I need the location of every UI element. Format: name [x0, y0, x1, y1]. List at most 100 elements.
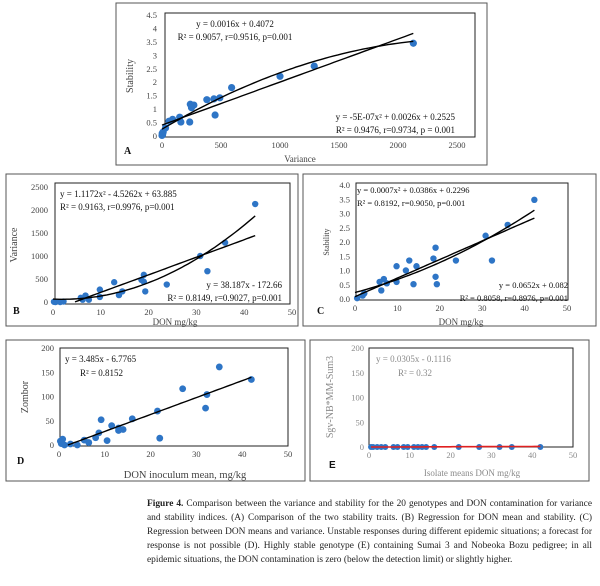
- panel-letter: A: [124, 146, 132, 157]
- data-point: [251, 200, 259, 208]
- trendline-stats: R² = 0.32: [398, 368, 432, 378]
- x-tick-label: 30: [478, 303, 487, 313]
- y-tick-label: 1.5: [146, 91, 157, 101]
- trendline-equation: y = 0.0016x + 0.4072: [196, 19, 274, 29]
- x-tick-label: 20: [146, 449, 155, 459]
- trendline-equation: y = -5E-07x² + 0.0026x + 0.2525: [336, 112, 456, 122]
- plot-area: [355, 182, 569, 301]
- y-tick-label: 200: [351, 343, 364, 353]
- y-tick-label: 150: [351, 368, 364, 378]
- data-point: [57, 440, 65, 447]
- x-tick-label: 40: [240, 307, 249, 317]
- y-tick-label: 0.5: [146, 118, 157, 128]
- data-point: [186, 118, 194, 126]
- plot-area: [54, 182, 291, 305]
- x-tick-label: 1000: [272, 140, 289, 150]
- x-tick-label: 30: [192, 449, 201, 459]
- caption-text: Comparison between the variance and stab…: [147, 499, 593, 565]
- y-tick-label: 1.5: [339, 251, 350, 261]
- trendline-equation: y = 3.485x - 6.7765: [65, 354, 137, 364]
- trendline: [371, 445, 541, 448]
- y-axis-label: Zombor: [20, 380, 31, 413]
- data-point: [110, 279, 118, 286]
- chart-panel-A: 0 500 1000 1500 2000 2500 0 0.5 1 1.5 2 2.5 3 3.5 4 4.5…: [115, 2, 488, 166]
- x-tick-label: 10: [101, 449, 110, 459]
- data-point: [215, 363, 223, 371]
- y-tick-label: 500: [35, 274, 48, 284]
- panel-frame: [115, 2, 488, 166]
- x-tick-label: 0: [367, 450, 371, 460]
- data-point: [158, 131, 166, 140]
- y-tick-label: 2.5: [146, 64, 157, 74]
- data-point: [187, 104, 196, 112]
- panel-letter: D: [17, 456, 24, 467]
- data-point: [376, 278, 383, 286]
- y-tick-label: 2.0: [339, 237, 350, 247]
- data-point: [108, 422, 116, 429]
- trendline-stats: R² = 0.8149, r=0.9027, p=0.001: [167, 293, 282, 303]
- caption-label: Figure 4.: [147, 499, 184, 509]
- trendline-stats: R² = 0.9057, r=0.9516, p=0.001: [178, 32, 293, 42]
- panel-letter: B: [13, 306, 20, 317]
- data-point: [406, 257, 413, 264]
- x-tick-label: 30: [192, 307, 201, 317]
- y-tick-label: 3.5: [146, 37, 157, 47]
- panel-letter: C: [317, 306, 324, 317]
- y-tick-label: 100: [41, 392, 54, 402]
- y-tick-label: 0: [153, 131, 157, 141]
- x-tick-label: 0: [353, 303, 357, 313]
- data-point: [56, 298, 64, 306]
- y-tick-label: 4.0: [339, 180, 350, 190]
- x-tick-label: 0: [57, 449, 61, 459]
- data-point: [409, 39, 417, 47]
- data-point: [276, 72, 284, 80]
- data-point: [247, 376, 255, 383]
- x-tick-label: 10: [97, 307, 106, 317]
- y-axis-label: Stability: [125, 59, 136, 93]
- trendline: [354, 217, 535, 298]
- trendline: [161, 40, 414, 130]
- data-point: [103, 437, 111, 445]
- data-point: [432, 244, 439, 251]
- y-axis-label: Stability: [322, 228, 331, 255]
- data-point: [433, 280, 441, 288]
- y-tick-label: 1: [153, 104, 157, 114]
- data-point: [96, 286, 104, 293]
- x-tick-label: 50: [569, 450, 578, 460]
- data-point: [452, 257, 460, 264]
- data-point: [73, 441, 81, 449]
- data-point: [432, 273, 439, 280]
- trendline: [67, 376, 252, 446]
- data-point: [378, 287, 385, 294]
- y-tick-label: 1.0: [339, 266, 350, 276]
- x-tick-label: 20: [436, 303, 445, 313]
- data-point: [142, 288, 149, 295]
- y-tick-label: 0: [360, 442, 364, 452]
- y-tick-label: 2: [153, 77, 157, 87]
- data-point: [50, 298, 58, 305]
- x-axis-label: DON mg/kg: [439, 317, 484, 327]
- data-point: [97, 416, 105, 424]
- panel-frame: [302, 173, 597, 327]
- panel-frame: [309, 339, 590, 482]
- x-tick-label: 50: [288, 307, 297, 317]
- y-tick-label: 4: [153, 23, 158, 33]
- figure-caption: Figure 4. Comparison between the varianc…: [147, 497, 592, 567]
- y-tick-label: 200: [41, 343, 54, 353]
- trendline-equation: y = 0.0652x + 0.082: [499, 280, 568, 290]
- trendline: [161, 32, 414, 126]
- data-point: [482, 232, 489, 239]
- x-tick-label: 40: [520, 303, 529, 313]
- y-tick-label: 3: [153, 50, 157, 60]
- data-point: [488, 257, 496, 264]
- data-point: [179, 385, 187, 393]
- trendline: [74, 234, 256, 303]
- data-point: [156, 434, 164, 442]
- x-tick-label: 20: [446, 450, 455, 460]
- data-point: [202, 404, 209, 412]
- plot-area: [164, 12, 476, 138]
- panel-letter: E: [329, 460, 336, 471]
- x-tick-label: 2500: [449, 140, 466, 150]
- x-tick-label: 0: [51, 307, 55, 317]
